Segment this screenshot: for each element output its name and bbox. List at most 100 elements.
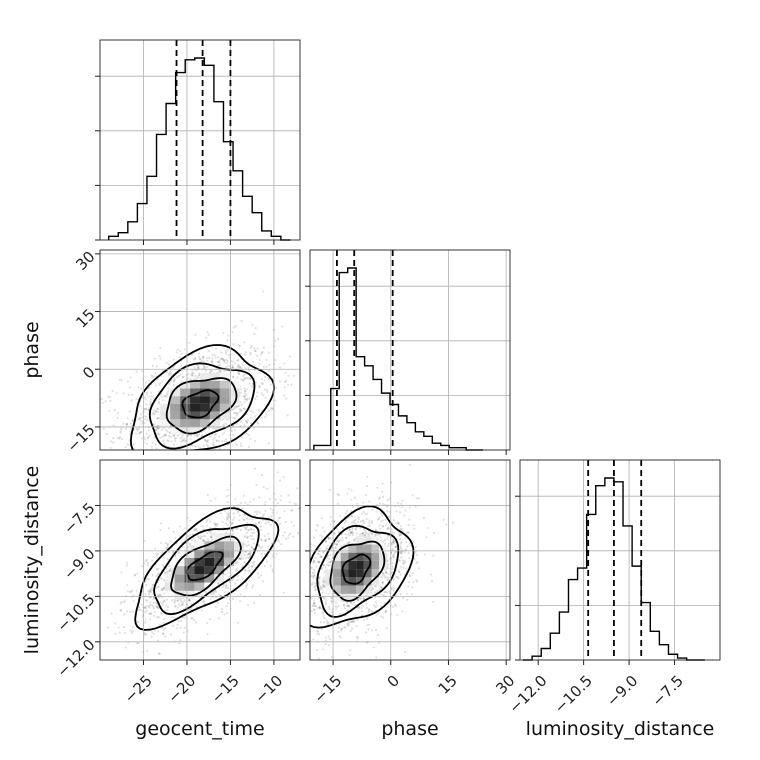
- scatter-point: [243, 526, 246, 529]
- scatter-point: [251, 565, 254, 569]
- scatter-point: [350, 529, 354, 532]
- density-cells: [160, 373, 240, 435]
- scatter-point: [125, 423, 129, 426]
- scatter-point: [321, 596, 325, 599]
- scatter-point: [233, 412, 236, 415]
- scatter-point: [327, 554, 330, 557]
- scatter-point: [163, 395, 166, 398]
- scatter-point: [233, 362, 237, 365]
- scatter-point: [236, 412, 239, 416]
- scatter-point: [321, 583, 325, 586]
- scatter-point: [118, 435, 122, 439]
- scatter-point: [194, 444, 197, 447]
- scatter-point: [393, 531, 396, 534]
- density-cell: [204, 574, 215, 583]
- scatter-point: [243, 377, 247, 380]
- scatter-point: [326, 620, 329, 623]
- scatter-point: [251, 534, 254, 538]
- scatter-point: [327, 622, 330, 625]
- scatter-point: [127, 457, 129, 459]
- scatter-point: [203, 602, 206, 605]
- scatter-point: [293, 565, 295, 567]
- scatter-point: [124, 646, 127, 649]
- scatter-point: [152, 605, 155, 608]
- density-cell: [190, 388, 200, 397]
- scatter-point: [313, 589, 316, 592]
- scatter-point: [145, 558, 148, 561]
- scatter-point: [181, 439, 184, 443]
- scatter-point: [364, 533, 367, 537]
- scatter-point: [181, 438, 185, 441]
- scatter-point: [243, 407, 246, 410]
- scatter-point: [237, 511, 240, 514]
- scatter-point: [118, 378, 121, 381]
- scatter-point: [328, 638, 331, 641]
- scatter-point: [168, 550, 171, 554]
- scatter-point: [234, 582, 237, 585]
- scatter-point: [318, 560, 321, 563]
- scatter-point: [224, 438, 228, 441]
- scatter-point: [237, 404, 240, 408]
- scatter-point: [276, 631, 278, 633]
- scatter-point: [392, 556, 395, 559]
- scatter-point: [190, 547, 193, 550]
- scatter-point: [108, 409, 111, 413]
- scatter-point: [212, 427, 216, 430]
- contour-0: [181, 389, 220, 419]
- scatter-point: [156, 555, 159, 558]
- scatter-point: [371, 533, 374, 536]
- scatter-point: [246, 420, 249, 423]
- density-cell: [325, 569, 334, 578]
- scatter-point: [344, 533, 347, 536]
- scatter-point: [258, 496, 261, 499]
- scatter-point: [199, 446, 202, 449]
- scatter-point: [314, 605, 317, 608]
- scatter-point: [115, 392, 118, 395]
- density-cell: [340, 577, 349, 586]
- scatter-point: [141, 416, 144, 419]
- scatter-point: [334, 608, 337, 611]
- scatter-point: [370, 531, 373, 534]
- scatter-point: [240, 444, 243, 447]
- scatter-point: [334, 546, 337, 549]
- scatter-point: [262, 513, 265, 516]
- scatter-point: [194, 467, 196, 469]
- scatter-point: [136, 642, 139, 645]
- scatter-point: [208, 349, 211, 353]
- x-ticks-luminosity_distance-r2: −12.0 −10.5 −9.0 −7.5: [505, 660, 687, 717]
- scatter-point: [210, 536, 213, 539]
- scatter-point: [118, 631, 121, 634]
- scatter-point: [249, 500, 252, 503]
- scatter-point: [317, 630, 320, 633]
- scatter-point: [203, 365, 206, 368]
- scatter-point: [163, 600, 166, 603]
- scatter-point: [392, 519, 395, 522]
- scatter-point: [163, 434, 166, 437]
- scatter-point: [138, 417, 141, 420]
- scatter-point: [346, 509, 349, 513]
- density-cell: [184, 582, 195, 591]
- scatter-point: [232, 505, 235, 508]
- scatter-point: [329, 523, 332, 526]
- scatter-point: [152, 375, 156, 378]
- scatter-point: [162, 426, 165, 430]
- scatter-point: [213, 433, 217, 436]
- scatter-point: [194, 357, 197, 360]
- scatter-point: [382, 502, 385, 506]
- density-cell: [219, 388, 230, 397]
- scatter-point: [365, 606, 368, 610]
- scatter-point: [226, 488, 229, 492]
- scatter-point: [251, 561, 255, 564]
- scatter-point: [383, 576, 386, 579]
- scatter-point: [156, 417, 159, 420]
- scatter-point: [296, 598, 298, 600]
- scatter-point: [136, 572, 139, 575]
- scatter-point: [145, 633, 148, 636]
- scatter-point: [236, 405, 239, 408]
- scatter-point: [352, 620, 355, 623]
- scatter-point: [119, 602, 122, 605]
- scatter-point: [318, 633, 321, 636]
- scatter-point: [432, 531, 435, 535]
- scatter-point: [393, 553, 396, 556]
- scatter-point: [403, 560, 406, 563]
